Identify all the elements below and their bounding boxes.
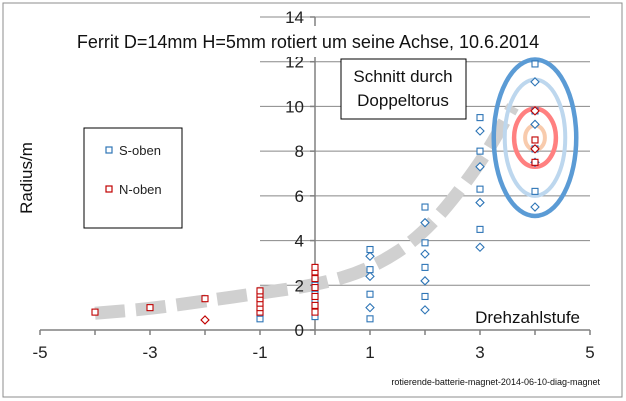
legend [83,127,183,229]
y-tick-label: 4 [295,232,304,251]
title-background [57,26,554,57]
point-n-oben [311,308,319,316]
point-s-oben [420,276,430,286]
point-s-oben [365,251,375,261]
point-s-oben [366,266,374,274]
point-s-oben [366,315,374,323]
x-tick-label: -1 [252,343,267,362]
point-s-oben [365,302,375,313]
x-axis-label: Drehzahlstufe [475,308,580,327]
y-tick-label: 0 [295,321,304,340]
point-s-oben [531,187,539,195]
point-s-oben [366,245,374,254]
point-n-oben [311,301,319,309]
tick-labels: -5 -3 -1 1 3 5 0 2 4 6 8 10 12 14 [32,8,594,362]
x-tick-label: 1 [365,343,374,362]
torus-ellipses [491,57,579,219]
point-s-oben [475,162,485,172]
axes [39,16,591,335]
point-s-oben [476,225,484,233]
point-n-oben [200,315,210,325]
footer-caption: rotierende-batterie-magnet-2014-06-10-di… [391,377,600,387]
point-s-oben [531,60,539,68]
legend-marker-s-oben [105,146,113,154]
point-s-oben [421,263,429,271]
point-s-oben [475,126,485,136]
annotation-line-2: Doppeltorus [357,91,449,110]
y-tick-label: 6 [295,187,304,206]
legend-label-s-oben: S-oben [119,143,161,158]
annotation-line-1: Schnitt durch [353,67,452,86]
y-tick-label: 8 [295,142,304,161]
point-s-oben [420,305,430,315]
x-axis-label-background [462,306,584,328]
x-tick-label: 3 [475,343,484,362]
point-s-oben [530,77,540,87]
point-n-oben [146,304,154,312]
point-n-oben [311,292,319,301]
point-s-oben [421,292,429,301]
point-n-oben [531,158,539,166]
legend-label-n-oben: N-oben [119,182,162,197]
x-tick-label: 5 [585,343,594,362]
point-n-oben [530,144,540,154]
point-s-oben [530,202,540,212]
point-s-oben [420,249,430,259]
y-tick-label: 12 [285,53,304,72]
point-s-oben [365,271,375,282]
trend-curve [94,103,519,320]
point-s-oben [476,185,484,193]
point-n-oben [91,308,99,316]
point-s-oben [421,239,429,247]
annotation-box [340,58,467,120]
y-tick-label: 14 [285,8,304,27]
data-points [91,60,540,325]
point-n-oben [256,287,264,295]
point-s-oben [476,114,484,122]
y-tick-label: 10 [285,97,304,116]
torus-ellipse-0 [491,57,579,219]
point-n-oben [311,263,319,271]
y-axis-label: Radius/m [17,142,36,214]
point-s-oben [420,217,430,228]
point-n-oben [531,136,539,144]
legend-marker-n-oben [105,185,113,193]
point-n-oben [311,283,319,292]
trend-path [94,103,519,320]
point-n-oben [530,106,540,116]
point-s-oben [476,147,484,155]
x-tick-label: -5 [32,343,47,362]
point-s-oben [475,242,485,253]
x-tick-label: -3 [142,343,157,362]
point-s-oben [530,119,540,130]
point-s-oben [475,197,485,208]
point-n-oben [311,275,319,283]
point-s-oben [366,290,374,298]
y-tick-label: 2 [295,276,304,295]
chart-title: Ferrit D=14mm H=5mm rotiert um seine Ach… [77,32,539,52]
point-n-oben [201,295,209,303]
point-s-oben [421,203,429,211]
